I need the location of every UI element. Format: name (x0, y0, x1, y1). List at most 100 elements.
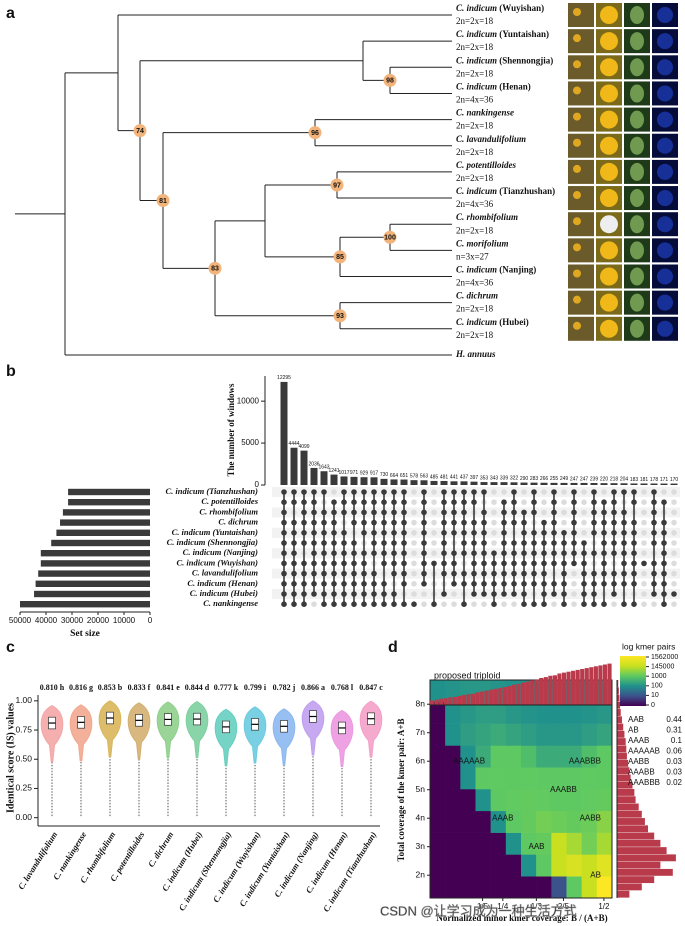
heat-cell (551, 876, 567, 899)
photo-flower (600, 293, 618, 312)
member-dot (631, 489, 637, 495)
outlier (370, 788, 372, 790)
member-dot (361, 550, 367, 556)
hist-bar (557, 673, 562, 705)
member-dot (361, 601, 367, 607)
outlier (341, 811, 343, 814)
y-tick-label: 10000 (237, 396, 260, 405)
hist-bar (593, 666, 598, 705)
photo-stain (657, 33, 673, 50)
heat-cell (536, 701, 552, 724)
heat-cell (551, 854, 567, 877)
member-dot (621, 581, 627, 587)
value-label: 1017 (338, 470, 349, 476)
member-dot (281, 509, 287, 516)
member-dot (421, 560, 427, 567)
member-dot (321, 581, 327, 587)
outlier (196, 779, 198, 782)
photo-leaf (630, 215, 644, 234)
proportion-value: 0.44 (666, 715, 682, 724)
member-dot (401, 540, 407, 546)
member-dot (371, 530, 377, 536)
member-dot (441, 489, 447, 495)
member-dot (531, 550, 537, 556)
empty-dot (411, 550, 417, 556)
member-dot (301, 509, 307, 516)
photo-flower (600, 84, 618, 103)
member-dot (621, 530, 627, 536)
value-label: 255 (550, 476, 559, 482)
member-dot (531, 540, 537, 546)
outlier (370, 776, 372, 779)
empty-dot (411, 499, 417, 506)
value-label: 0.768 l (331, 683, 354, 692)
smudge-label: AAAAAB (453, 756, 485, 765)
outlier (80, 791, 82, 793)
member-dot (651, 509, 657, 516)
outlier (80, 785, 82, 788)
heat-cell (505, 723, 522, 746)
locality: (Henan) (499, 82, 531, 92)
heat-cell (581, 876, 598, 899)
member-dot (521, 519, 527, 526)
value-label: 249 (560, 476, 569, 482)
member-dot (551, 550, 557, 556)
member-dot (621, 601, 627, 607)
member-dot (651, 570, 657, 577)
empty-dot (561, 489, 567, 495)
member-dot (581, 570, 587, 577)
value-label: 485 (430, 474, 439, 480)
outlier (109, 796, 111, 799)
heat-cell (475, 832, 491, 855)
heat-cell (430, 723, 446, 746)
outlier (283, 799, 285, 802)
member-dot (551, 489, 557, 495)
outlier (80, 814, 82, 817)
member-dot (421, 519, 427, 526)
member-dot (501, 581, 507, 587)
member-dot (661, 581, 667, 587)
outlier (341, 793, 343, 796)
outlier (341, 779, 343, 782)
member-dot (511, 489, 517, 495)
y-tick-label: 5n (416, 784, 426, 794)
member-dot (321, 550, 327, 556)
hist-bar (461, 695, 466, 705)
heat-cell (536, 810, 552, 833)
outlier (225, 814, 227, 817)
heat-cell (551, 745, 567, 768)
empty-dot (611, 601, 617, 607)
photo (568, 264, 594, 289)
hist-bar (552, 675, 557, 705)
member-dot (561, 540, 567, 546)
bar (660, 483, 668, 485)
hist-bar (617, 847, 667, 854)
member-dot (611, 499, 617, 506)
outlier (254, 767, 256, 770)
empty-dot (541, 499, 547, 506)
species: C. lavandulifolium (456, 134, 526, 144)
colorbar-title: log kmer pairs (622, 641, 675, 651)
member-dot (441, 499, 447, 506)
proportion-label: AB (628, 726, 639, 735)
empty-dot (551, 601, 557, 607)
value-label: 181 (640, 477, 649, 483)
outlier (283, 811, 285, 814)
outlier (167, 779, 169, 782)
outlier (370, 814, 372, 817)
colorbar-label: 0 (651, 702, 655, 709)
outlier (196, 805, 198, 808)
member-dot (281, 601, 287, 607)
member-dot (391, 591, 397, 597)
member-dot (441, 560, 447, 567)
member-dot (531, 499, 537, 506)
member-dot (481, 509, 487, 516)
member-dot (361, 570, 367, 577)
hist-bar (443, 698, 448, 705)
member-dot (281, 591, 287, 597)
outlier (167, 770, 169, 773)
y-tick-label: 8n (416, 698, 426, 708)
outlier (312, 756, 314, 758)
value-label: 0.833 f (128, 683, 151, 692)
heat-cell (430, 701, 446, 724)
